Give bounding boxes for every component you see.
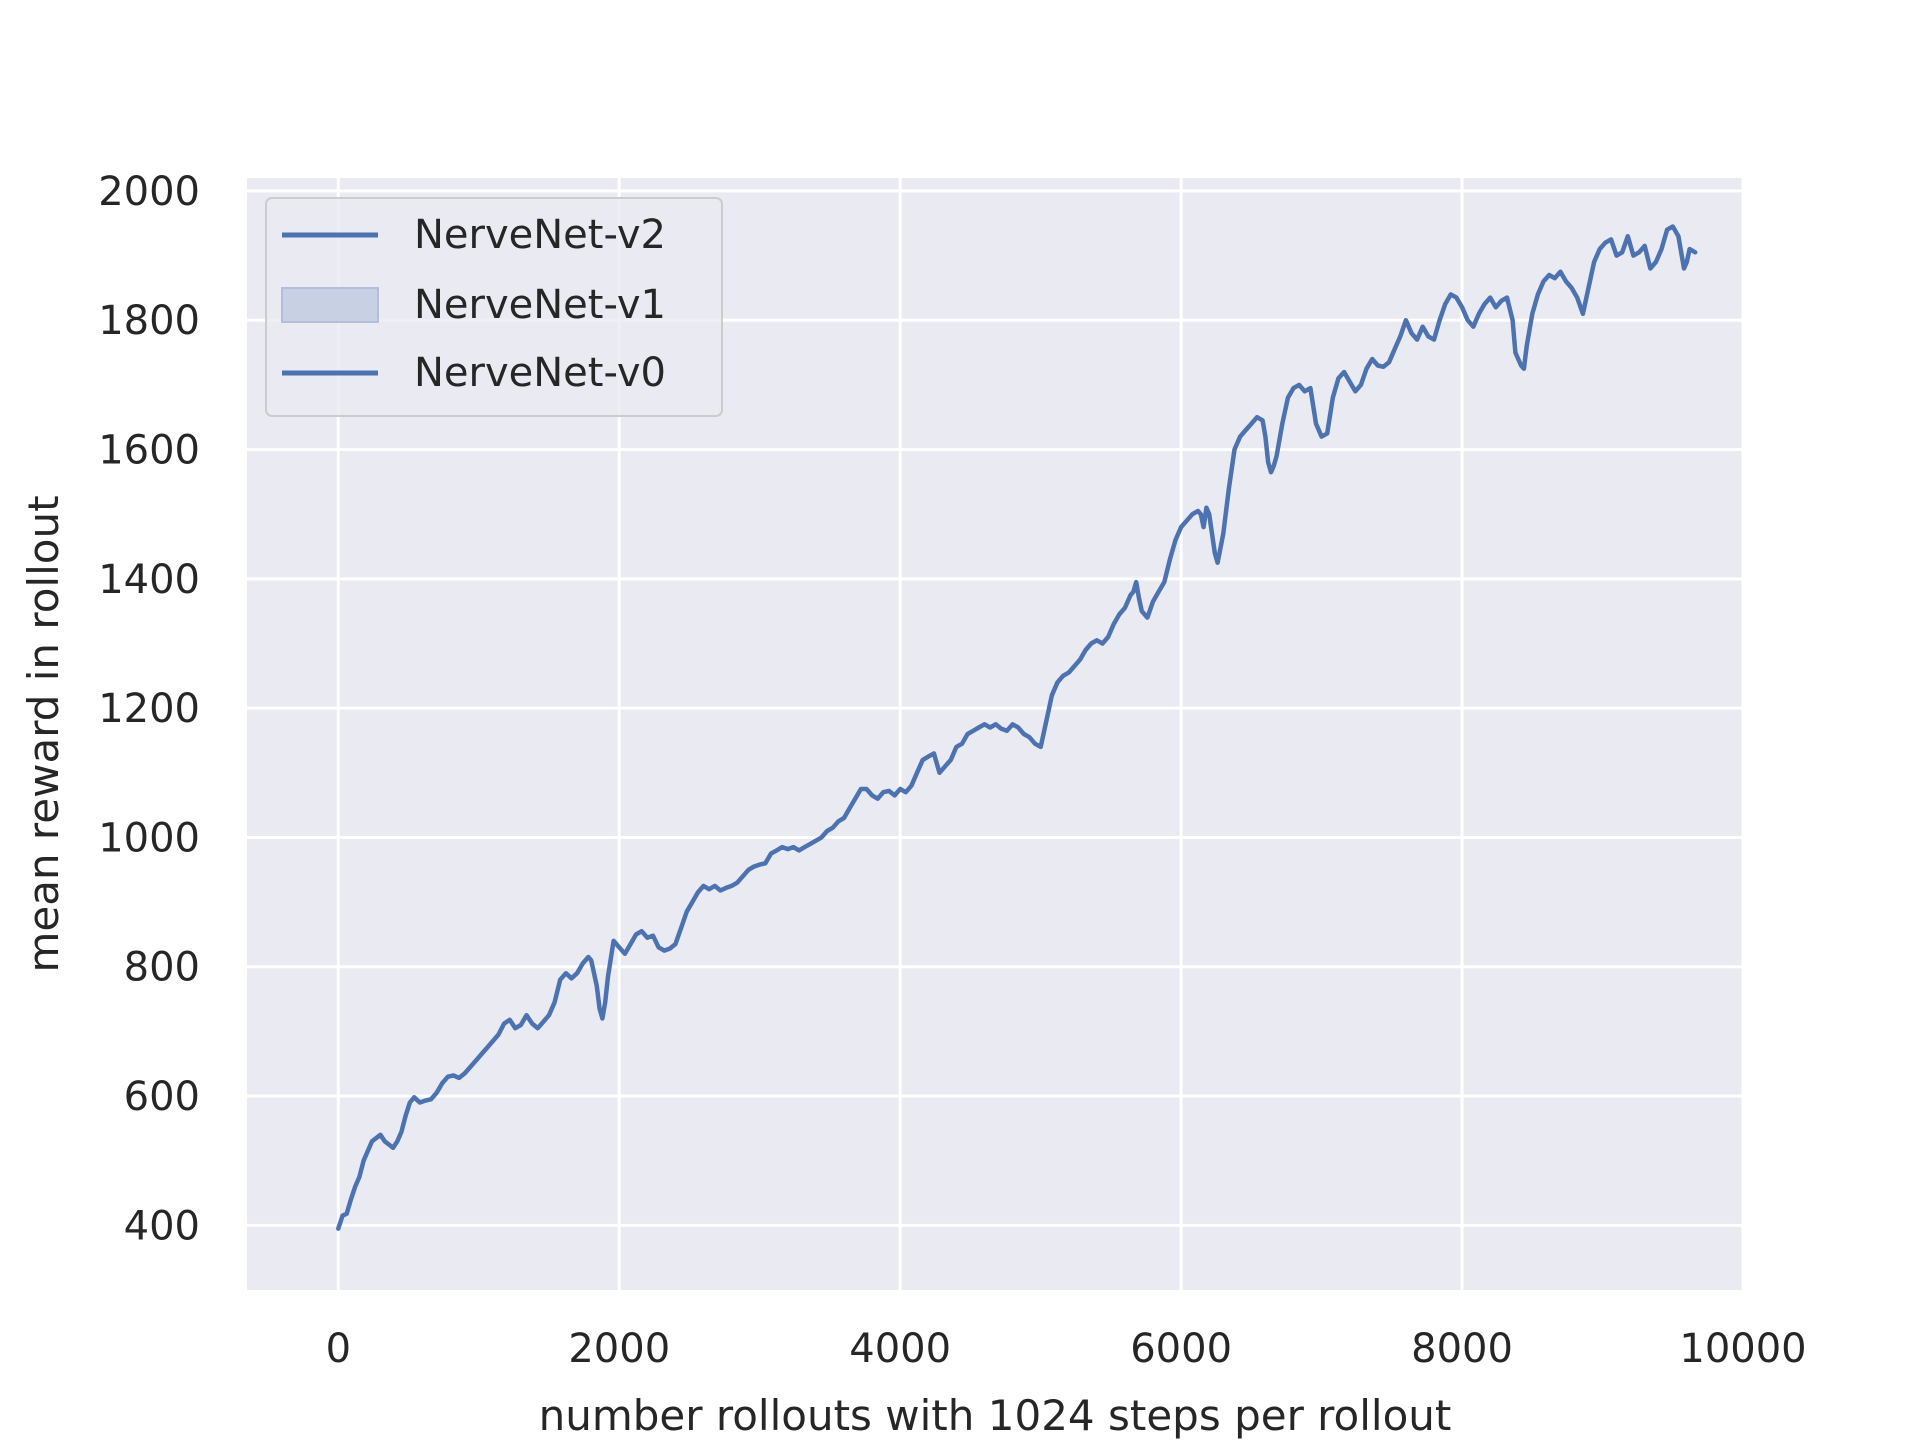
y-tick-label: 1200 — [98, 686, 200, 732]
y-tick-label: 600 — [124, 1074, 200, 1120]
y-tick-label: 1000 — [98, 815, 200, 861]
y-tick-labels: 400 600 800 1000 1200 1400 1600 1800 2000 — [98, 169, 200, 1249]
x-tick-label: 0 — [326, 1326, 351, 1372]
x-tick-label: 8000 — [1411, 1326, 1513, 1372]
x-axis-label: number rollouts with 1024 steps per roll… — [539, 1391, 1452, 1440]
y-tick-label: 800 — [124, 945, 200, 991]
x-tick-label: 10000 — [1679, 1326, 1806, 1372]
legend-v1-band-swatch — [282, 288, 378, 322]
x-tick-label: 4000 — [849, 1326, 951, 1372]
x-tick-labels: 0 2000 4000 6000 8000 10000 — [326, 1326, 1807, 1372]
y-tick-label: 400 — [124, 1203, 200, 1249]
y-tick-label: 2000 — [98, 169, 200, 215]
y-tick-label: 1800 — [98, 298, 200, 344]
y-tick-label: 1600 — [98, 428, 200, 474]
y-axis-label: mean reward in rollout — [19, 495, 68, 972]
x-tick-label: 2000 — [568, 1326, 670, 1372]
x-tick-label: 6000 — [1130, 1326, 1232, 1372]
legend-label-v1: NerveNet-v1 — [414, 282, 666, 328]
y-tick-label: 1400 — [98, 557, 200, 603]
legend-label-v0: NerveNet-v0 — [414, 350, 666, 396]
legend-label-v2: NerveNet-v2 — [414, 212, 666, 258]
legend: NerveNet-v2 NerveNet-v1 NerveNet-v0 — [266, 198, 722, 416]
